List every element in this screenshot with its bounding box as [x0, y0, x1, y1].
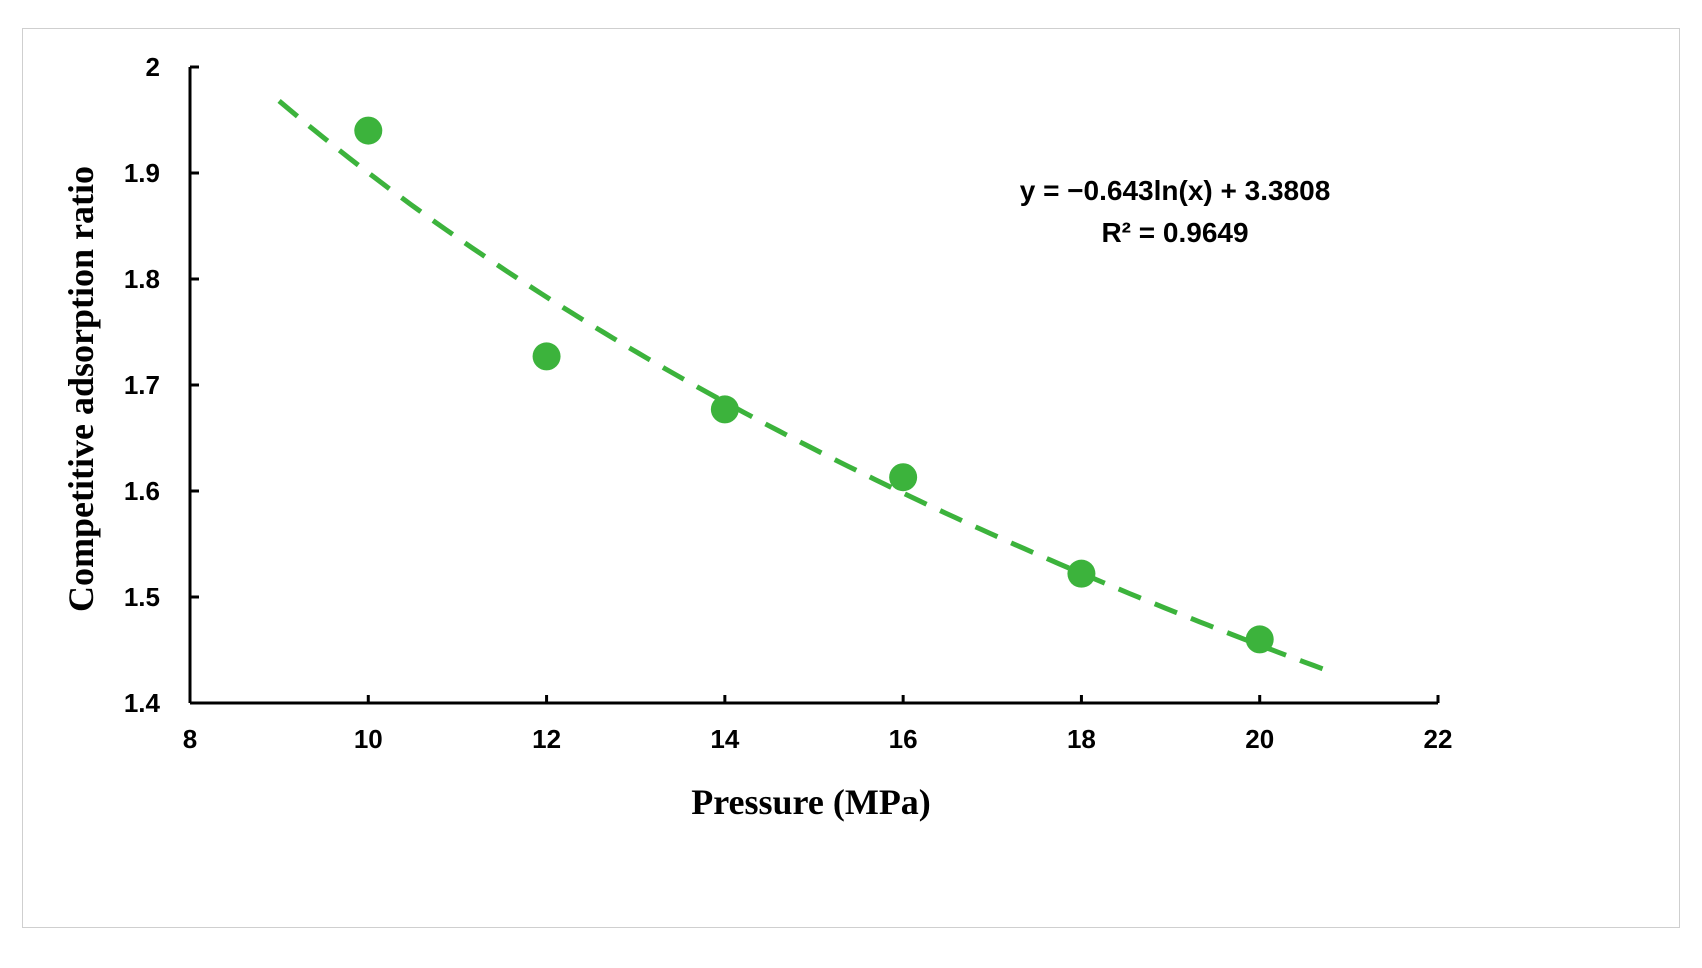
x-tick-label: 12: [532, 724, 561, 754]
scatter-chart: 8 10 12 14 16 18 20 22 1.4 1.5 1.6 1.7 1.8 1.9 2 Pres…: [61, 52, 1453, 822]
x-tick-label: 8: [183, 724, 197, 754]
x-tick-label: 14: [710, 724, 739, 754]
data-points: [354, 116, 1274, 654]
chart-frame: 8 10 12 14 16 18 20 22 1.4 1.5 1.6 1.7 1.8 1.9 2 Pres…: [22, 28, 1680, 928]
data-point: [889, 463, 918, 492]
y-axis-title: Competitive adsorption ratio: [61, 166, 101, 612]
y-tick-label: 1.9: [124, 158, 160, 188]
r-squared-label: R² = 0.9649: [1101, 217, 1248, 248]
y-tick-label: 2: [146, 52, 160, 82]
data-point: [710, 395, 739, 424]
y-tick-label: 1.5: [124, 582, 160, 612]
data-point: [1067, 559, 1096, 588]
x-tick-label: 16: [889, 724, 918, 754]
y-tick-label: 1.7: [124, 370, 160, 400]
y-tick-label: 1.6: [124, 476, 160, 506]
trendline: [277, 98, 1332, 675]
trendline-equation: y = −0.643ln(x) + 3.3808: [1020, 175, 1331, 206]
data-point: [532, 342, 561, 371]
data-point: [1245, 625, 1274, 654]
x-tick-label: 10: [354, 724, 383, 754]
y-axis-ticks: 1.4 1.5 1.6 1.7 1.8 1.9 2: [124, 52, 199, 718]
x-tick-label: 22: [1424, 724, 1453, 754]
y-tick-label: 1.4: [124, 688, 161, 718]
x-axis-title: Pressure (MPa): [691, 782, 931, 822]
data-point: [354, 116, 383, 145]
axes: [188, 67, 1438, 705]
y-tick-label: 1.8: [124, 264, 160, 294]
x-axis-ticks: 8 10 12 14 16 18 20 22: [183, 695, 1453, 754]
x-tick-label: 18: [1067, 724, 1096, 754]
trendline-group: [277, 98, 1332, 675]
x-tick-label: 20: [1245, 724, 1274, 754]
